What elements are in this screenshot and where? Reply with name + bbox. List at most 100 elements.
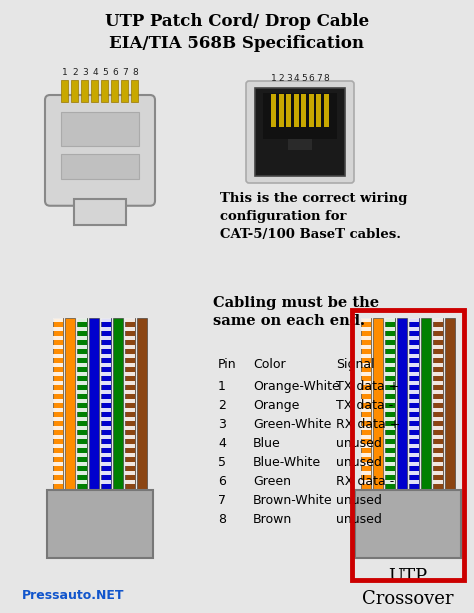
Text: 3: 3 [218,418,226,431]
Bar [409,345,419,349]
Bar [125,435,135,439]
Bar [77,327,87,331]
Text: 7: 7 [218,494,226,507]
Text: Orange-White: Orange-White [253,380,340,393]
Text: 8: 8 [132,68,138,77]
Text: 6: 6 [218,475,226,488]
Bar [125,327,135,331]
Text: unused: unused [336,494,382,507]
Bar [255,88,345,176]
Bar [125,336,135,340]
Bar [125,399,135,403]
Bar [433,354,443,358]
Bar [101,417,111,421]
Text: 1: 1 [62,68,68,77]
Bar [77,435,87,439]
FancyBboxPatch shape [45,95,155,206]
Bar [101,399,111,403]
Bar [101,363,111,367]
Bar [433,318,443,490]
Bar [77,390,87,394]
Bar [433,399,443,403]
Text: This is the correct wiring
configuration for
CAT-5/100 BaseT cables.: This is the correct wiring configuration… [220,192,407,241]
Bar [385,390,395,394]
Bar [77,480,87,484]
Bar [61,112,139,146]
Bar [91,80,99,102]
Bar [77,336,87,340]
Bar [316,94,321,128]
Bar [409,327,419,331]
Bar [385,318,395,322]
Bar [101,318,111,490]
Bar [62,80,69,102]
Bar [101,381,111,385]
Text: 4: 4 [218,437,226,450]
Bar [433,435,443,439]
Bar [385,381,395,385]
Bar [385,480,395,484]
Text: Brown-White: Brown-White [253,494,333,507]
Bar [125,417,135,421]
Bar [355,490,461,558]
Bar [101,80,109,102]
Text: Brown: Brown [253,513,292,526]
Bar [433,453,443,457]
Bar [409,489,419,493]
Bar [271,94,276,128]
Bar [111,80,118,102]
Bar [409,417,419,421]
Text: Color: Color [253,358,286,371]
Bar [409,381,419,385]
Bar [77,489,87,493]
Bar [433,372,443,376]
Bar [263,93,337,139]
Bar [125,363,135,367]
Bar [47,490,153,558]
Bar [53,489,63,493]
Bar [361,417,371,421]
Bar [361,453,371,457]
Text: unused: unused [336,456,382,469]
Bar [77,363,87,367]
Bar [65,318,75,490]
Bar [409,318,419,490]
Bar [125,390,135,394]
Bar [53,354,63,358]
Bar [409,363,419,367]
Bar [125,426,135,430]
Bar [361,390,371,394]
Bar [385,408,395,412]
Bar [445,318,455,490]
Bar [385,462,395,466]
Bar [77,471,87,475]
Bar [421,318,431,490]
Bar [82,80,89,102]
Text: Pin: Pin [218,358,237,371]
Bar [101,390,111,394]
Bar [101,372,111,376]
Bar [385,399,395,403]
Bar [409,471,419,475]
Text: UTP Patch Cord/ Drop Cable: UTP Patch Cord/ Drop Cable [105,13,369,31]
Bar [433,363,443,367]
Bar [125,489,135,493]
Bar [53,390,63,394]
Bar [74,199,126,225]
Bar [433,408,443,412]
Bar [101,408,111,412]
Bar [77,318,87,490]
Text: unused: unused [336,513,382,526]
Bar [409,408,419,412]
Text: 5: 5 [218,456,226,469]
Bar [309,94,314,128]
Bar [385,489,395,493]
Bar [101,426,111,430]
Text: Green: Green [253,475,291,488]
Text: 8: 8 [323,74,329,83]
Bar [409,399,419,403]
Bar [101,327,111,331]
Bar [53,480,63,484]
Bar [53,471,63,475]
Bar [409,336,419,340]
